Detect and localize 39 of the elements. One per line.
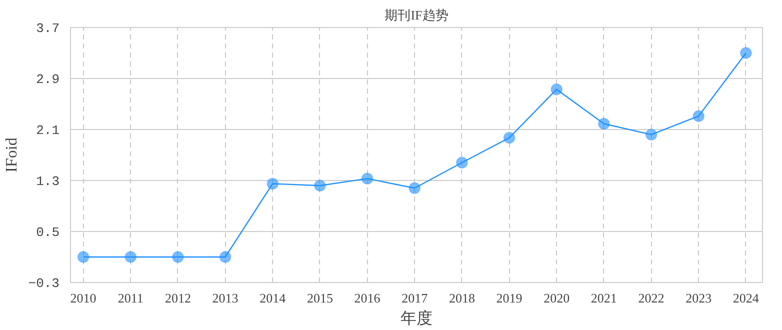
point [692, 110, 705, 122]
point [77, 251, 90, 263]
x-tick-label: 2011 [118, 290, 144, 306]
point [266, 178, 279, 190]
point [740, 47, 752, 59]
x-tick-label: 2017 [402, 290, 428, 306]
x-tick-label: 2024 [732, 290, 760, 306]
point [219, 251, 232, 263]
x-axis-title: 年度 [400, 310, 432, 328]
x-tick-label: 2013 [212, 290, 238, 306]
chart-title: 期刊IF趋势 [384, 8, 448, 22]
x-tick-label: 2010 [70, 290, 96, 306]
point [124, 251, 137, 263]
x-tick-label: 2021 [590, 290, 617, 306]
y-tick-label: −0.3 [28, 276, 60, 291]
point [598, 118, 610, 130]
y-axis-title: IFoid [3, 138, 20, 172]
point [172, 251, 184, 263]
x-tick-label: 2018 [448, 290, 475, 306]
y-tick-label: 0.5 [36, 225, 60, 240]
x-tick-label: 2016 [354, 290, 381, 306]
x-tick-label: 2015 [306, 290, 333, 306]
x-tick-label: 2019 [496, 290, 522, 306]
y-tick-label: 1.3 [36, 174, 60, 189]
point [361, 172, 374, 185]
y-tick-label: 2.1 [36, 123, 60, 138]
point [503, 132, 516, 144]
point [408, 182, 421, 194]
x-tick-label: 2023 [686, 290, 712, 306]
x-tick-label: 2020 [544, 290, 570, 306]
point [456, 156, 468, 169]
x-tick-label: 2022 [638, 290, 664, 306]
x-tick-label: 2012 [164, 290, 191, 306]
y-tick-label: 2.9 [36, 72, 60, 87]
y-tick-label: 3.7 [36, 21, 60, 36]
x-tick-label: 2014 [260, 290, 286, 306]
point [550, 83, 563, 96]
point [314, 180, 326, 192]
point [645, 128, 658, 141]
